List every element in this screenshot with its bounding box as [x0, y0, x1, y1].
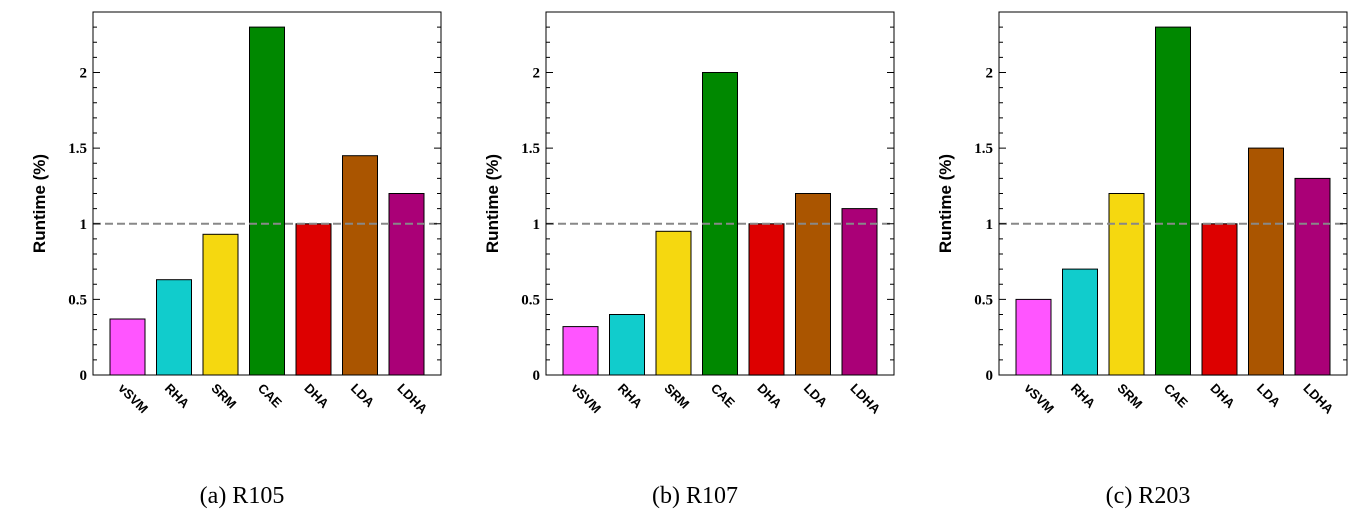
x-tick-label: vSVM [568, 381, 604, 417]
y-tick-label: 0 [533, 368, 541, 384]
y-axis-label: Runtime (%) [30, 154, 49, 253]
x-tick-label: DHA [1207, 381, 1238, 412]
x-tick-label: SRM [661, 381, 692, 412]
x-tick-label: vSVM [115, 381, 151, 417]
bar-lda [1248, 147, 1284, 376]
x-tick-label: RHA [615, 381, 646, 412]
y-tick-label: 1.5 [974, 141, 993, 157]
x-tick-label: vSVM [1021, 381, 1057, 417]
x-tick-label: DHA [301, 381, 332, 412]
chart-caption: (a) R105 [200, 483, 285, 509]
bar-vsvm [109, 318, 146, 376]
y-axis-label: Runtime (%) [483, 154, 502, 253]
bar-rha [609, 314, 645, 376]
chart-panel-3: 0 0.5 1 1.5 2 Runtime (%) vSVM RHA SRM CAE DHA LDA L… [936, 11, 1348, 509]
bar-srm [655, 230, 692, 376]
bar-ldha [388, 193, 425, 376]
bar-lda [795, 193, 831, 376]
chart-caption: (c) R203 [1106, 483, 1191, 509]
y-tick-label: 1 [80, 217, 88, 233]
y-tick-label: 1 [986, 217, 994, 233]
x-tick-label: LDHA [394, 381, 431, 418]
chart-panel-2: 0 0.5 1 1.5 2 Runtime (%) vSVM RHA SRM CAE DHA LDA L… [483, 11, 895, 509]
bar-dha [1201, 223, 1238, 376]
bar-lda [342, 155, 378, 376]
bar-vsvm [562, 326, 599, 376]
x-tick-label: SRM [208, 381, 239, 412]
bar-vsvm [1015, 298, 1052, 376]
bar-cae [249, 26, 285, 376]
y-tick-label: 0.5 [68, 292, 87, 308]
bar-dha [748, 223, 785, 376]
y-tick-label: 0.5 [521, 292, 540, 308]
x-tick-label: LDHA [847, 381, 884, 418]
bar-ldha [1294, 177, 1331, 376]
chart-panel-1: 0 0.5 1 1.5 2 Runtime (%) vSVM RHA SRM CAE DHA LDA L… [30, 11, 442, 509]
bar-ldha [841, 208, 878, 376]
bar-srm [202, 233, 239, 376]
x-tick-label: LDA [801, 381, 831, 411]
bar-rha [1062, 268, 1098, 376]
x-tick-label: RHA [162, 381, 193, 412]
x-tick-label: LDA [348, 381, 378, 411]
bar-rha [156, 279, 192, 376]
y-tick-label: 1 [533, 217, 541, 233]
y-tick-label: 0.5 [974, 292, 993, 308]
y-tick-label: 2 [986, 66, 994, 82]
x-tick-label: DHA [754, 381, 785, 412]
y-axis-label: Runtime (%) [936, 154, 955, 253]
y-tick-label: 1.5 [521, 141, 540, 157]
bar-dha [295, 223, 332, 376]
bar-srm [1108, 193, 1145, 376]
y-tick-label: 0 [80, 368, 88, 384]
y-tick-label: 2 [533, 66, 541, 82]
x-tick-label: LDHA [1300, 381, 1337, 418]
x-tick-label: SRM [1114, 381, 1145, 412]
x-tick-label: CAE [255, 381, 285, 411]
bar-cae [1155, 26, 1191, 376]
chart-caption: (b) R107 [652, 483, 738, 509]
x-tick-label: CAE [708, 381, 738, 411]
x-tick-label: LDA [1254, 381, 1284, 411]
y-tick-label: 2 [80, 66, 88, 82]
x-tick-label: RHA [1068, 381, 1099, 412]
y-tick-label: 1.5 [68, 141, 87, 157]
y-tick-label: 0 [986, 368, 994, 384]
x-tick-label: CAE [1161, 381, 1191, 411]
